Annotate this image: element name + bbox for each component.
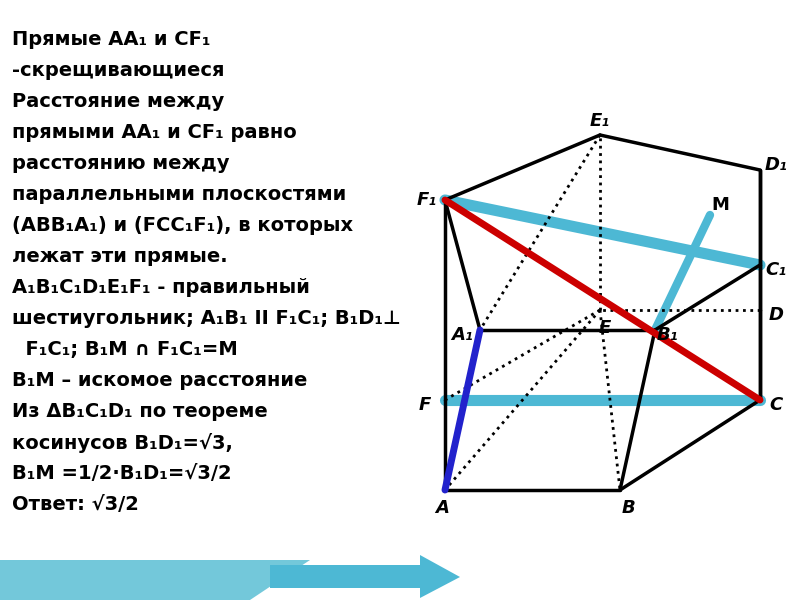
Text: лежат эти прямые.: лежат эти прямые. xyxy=(12,247,228,266)
Text: A₁: A₁ xyxy=(451,326,473,344)
Text: расстоянию между: расстоянию между xyxy=(12,154,230,173)
Text: D₁: D₁ xyxy=(765,156,787,174)
Text: C₁: C₁ xyxy=(766,261,786,279)
Text: A₁B₁C₁D₁E₁F₁ - правильный: A₁B₁C₁D₁E₁F₁ - правильный xyxy=(12,278,310,297)
Text: B₁M =1/2·B₁D₁=√3/2: B₁M =1/2·B₁D₁=√3/2 xyxy=(12,464,232,483)
Text: (ABB₁A₁) и (FCC₁F₁), в которых: (ABB₁A₁) и (FCC₁F₁), в которых xyxy=(12,216,353,235)
Text: косинусов B₁D₁=√3,: косинусов B₁D₁=√3, xyxy=(12,433,233,453)
Text: F₁: F₁ xyxy=(417,191,437,209)
Text: параллельными плоскостями: параллельными плоскостями xyxy=(12,185,346,204)
Text: прямыми AA₁ и CF₁ равно: прямыми AA₁ и CF₁ равно xyxy=(12,123,297,142)
Polygon shape xyxy=(270,555,460,598)
Text: B₁M – искомое расстояние: B₁M – искомое расстояние xyxy=(12,371,307,390)
Text: A: A xyxy=(435,499,449,517)
Text: B₁: B₁ xyxy=(656,326,678,344)
Text: F: F xyxy=(419,396,431,414)
Text: E₁: E₁ xyxy=(590,112,610,130)
Text: шестиугольник; A₁B₁ II F₁C₁; B₁D₁⊥: шестиугольник; A₁B₁ II F₁C₁; B₁D₁⊥ xyxy=(12,309,401,328)
Text: Прямые AA₁ и CF₁: Прямые AA₁ и CF₁ xyxy=(12,30,210,49)
Text: B: B xyxy=(621,499,635,517)
Text: Ответ: √3/2: Ответ: √3/2 xyxy=(12,495,139,514)
Polygon shape xyxy=(0,560,310,600)
Text: Расстояние между: Расстояние между xyxy=(12,92,224,111)
Text: Из ΔB₁C₁D₁ по теореме: Из ΔB₁C₁D₁ по теореме xyxy=(12,402,268,421)
Text: C: C xyxy=(770,396,782,414)
Text: M: M xyxy=(711,196,729,214)
Text: D: D xyxy=(769,306,783,324)
Text: -скрещивающиеся: -скрещивающиеся xyxy=(12,61,225,80)
Text: E: E xyxy=(599,319,611,337)
Text: F₁C₁; B₁M ∩ F₁C₁=M: F₁C₁; B₁M ∩ F₁C₁=M xyxy=(12,340,238,359)
